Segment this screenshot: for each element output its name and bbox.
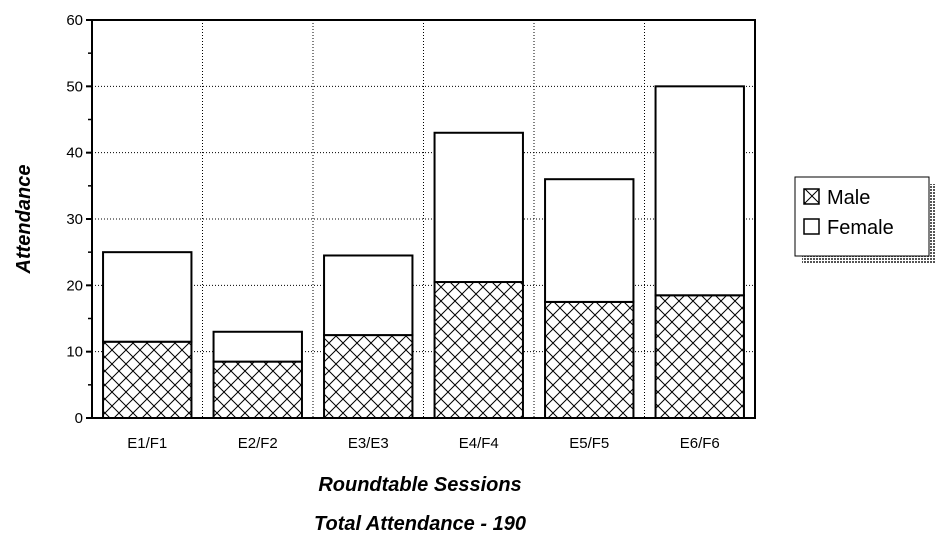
bar-female-6 xyxy=(654,85,745,297)
x-tick-label: E5/F5 xyxy=(569,435,609,452)
x-axis: E1/F1 E2/F2 E3/E3 E4/F4 E5/F5 E6/F6 xyxy=(127,435,720,452)
y-tick-label: 50 xyxy=(66,78,83,95)
chart-footer: Total Attendance - 190 xyxy=(314,513,526,535)
y-tick-label: 10 xyxy=(66,344,83,361)
legend-label-female: Female xyxy=(827,217,894,239)
y-tick-label: 20 xyxy=(66,277,83,294)
bar-male-1 xyxy=(102,340,193,420)
bar-female-4 xyxy=(433,131,524,284)
x-tick-label: E2/F2 xyxy=(238,435,278,452)
legend-swatch-male xyxy=(803,188,820,205)
bar-female-2 xyxy=(212,330,303,363)
legend-swatch-female xyxy=(803,218,820,235)
bar-male-4 xyxy=(433,281,524,419)
bar-male-3 xyxy=(323,334,414,420)
bar-male-2 xyxy=(212,360,303,420)
x-axis-title: Roundtable Sessions xyxy=(318,474,521,496)
bar-group xyxy=(102,85,745,420)
y-axis: 0 10 20 30 40 50 60 xyxy=(66,12,92,427)
x-tick-label: E1/F1 xyxy=(127,435,167,452)
y-tick-label: 30 xyxy=(66,211,83,228)
y-tick-label: 60 xyxy=(66,12,83,29)
legend: Male Female xyxy=(794,176,936,263)
bar-female-3 xyxy=(323,254,414,337)
y-tick-label: 40 xyxy=(66,145,83,162)
bar-female-1 xyxy=(102,251,193,343)
x-tick-label: E3/E3 xyxy=(348,435,389,452)
bar-female-5 xyxy=(544,178,635,303)
legend-label-male: Male xyxy=(827,187,870,209)
grid-lines xyxy=(92,20,755,418)
y-tick-label: 0 xyxy=(75,410,83,427)
x-tick-label: E6/F6 xyxy=(680,435,720,452)
bar-male-5 xyxy=(544,300,635,419)
x-tick-label: E4/F4 xyxy=(459,435,499,452)
y-axis-title: Attendance xyxy=(13,165,35,275)
bar-male-6 xyxy=(654,294,745,419)
